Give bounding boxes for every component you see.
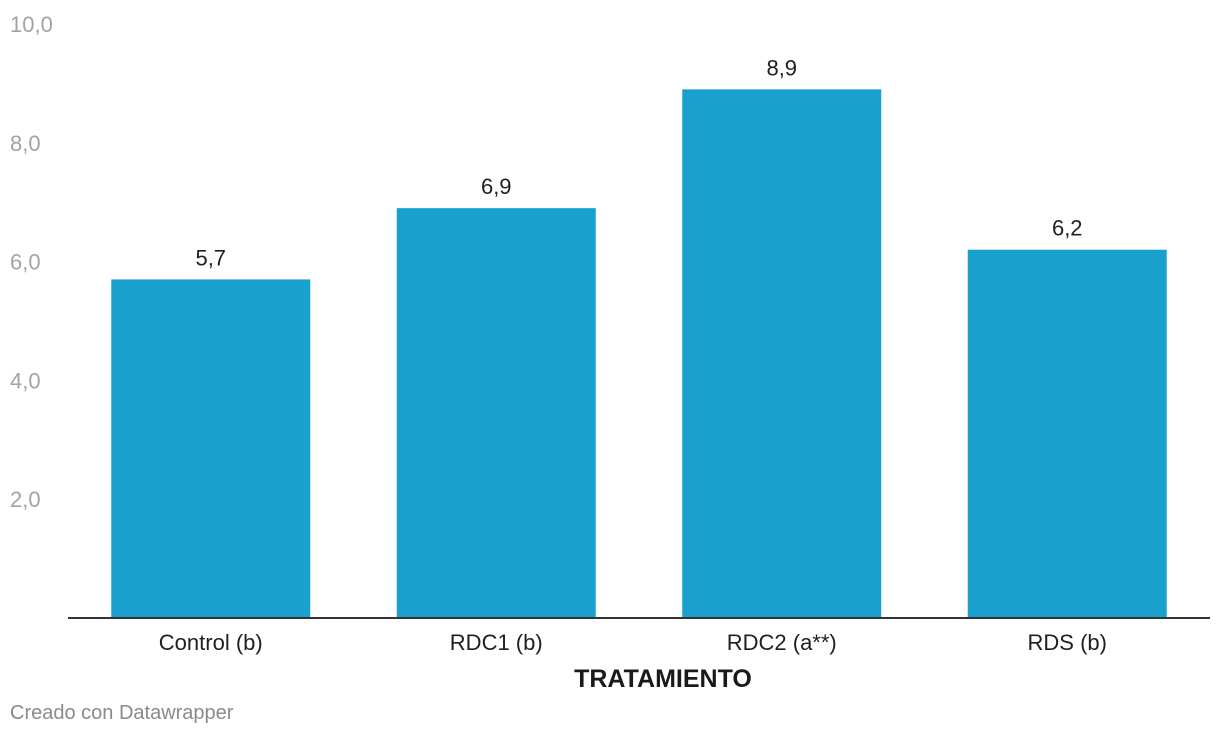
bar [111, 279, 311, 618]
bar-value-label: 8,9 [766, 55, 797, 80]
x-axis-category-labels: Control (b) RDC1 (b) RDC2 (a**) RDS (b) [159, 630, 1107, 655]
value-labels-group: 5,7 6,9 8,9 6,2 [195, 55, 1082, 270]
bar-chart: 2,0 4,0 6,0 8,0 10,0 5,7 6,9 8,9 6,2 Control (b… [10, 12, 1210, 693]
x-tick-label: Control (b) [159, 630, 263, 655]
bar-value-label: 6,9 [481, 174, 512, 199]
x-axis-title: TRATAMIENTO [574, 665, 752, 693]
bar-value-label: 6,2 [1052, 216, 1083, 241]
bar-value-label: 5,7 [195, 245, 226, 270]
y-tick-label: 2,0 [10, 487, 41, 512]
bar [682, 89, 882, 619]
x-tick-label: RDC1 (b) [450, 630, 543, 655]
bar [396, 208, 596, 618]
x-tick-label: RDS (b) [1028, 630, 1107, 655]
bar [967, 249, 1167, 618]
y-axis-ticks: 2,0 4,0 6,0 8,0 10,0 [10, 12, 53, 512]
y-tick-label: 10,0 [10, 12, 53, 37]
y-tick-label: 8,0 [10, 131, 41, 156]
bars-group [111, 89, 1167, 619]
y-tick-label: 4,0 [10, 368, 41, 393]
datawrapper-credit: Creado con Datawrapper [10, 702, 234, 724]
x-tick-label: RDC2 (a**) [727, 630, 837, 655]
y-tick-label: 6,0 [10, 250, 41, 275]
